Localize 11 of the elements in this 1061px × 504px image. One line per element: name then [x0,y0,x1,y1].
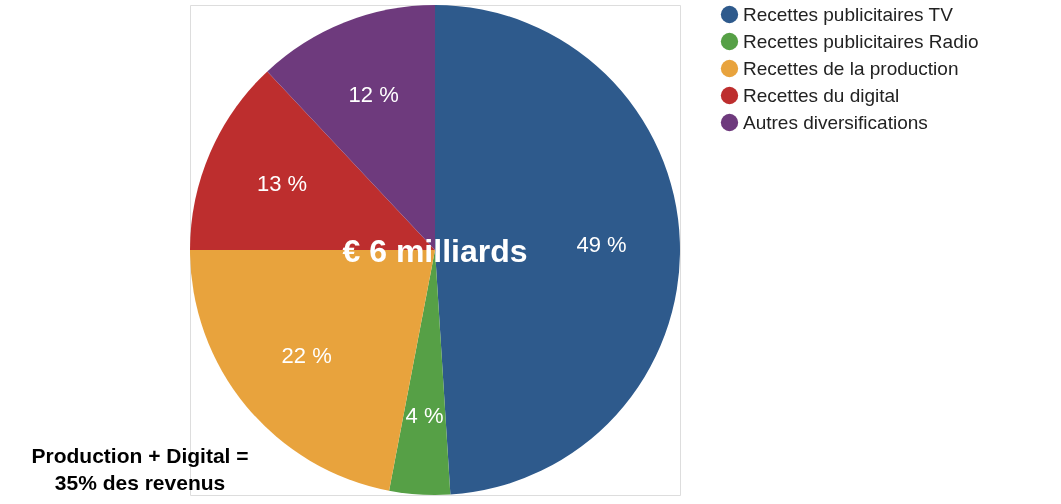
data-label: 12 % [348,82,399,108]
data-label: 13 % [257,170,308,196]
legend-label: Autres diversifications [743,111,928,133]
data-label: 4 % [405,403,444,429]
legend-label: Recettes publicitaires Radio [743,30,979,52]
legend-label: Recettes de la production [743,57,959,79]
data-label: 49 % [576,231,627,257]
legend-label: Recettes du digital [743,84,900,106]
legend-label: Recettes publicitaires TV [743,3,954,25]
data-label: 22 % [281,343,332,369]
text: Production + Digital = 35% des revenus [31,444,249,495]
